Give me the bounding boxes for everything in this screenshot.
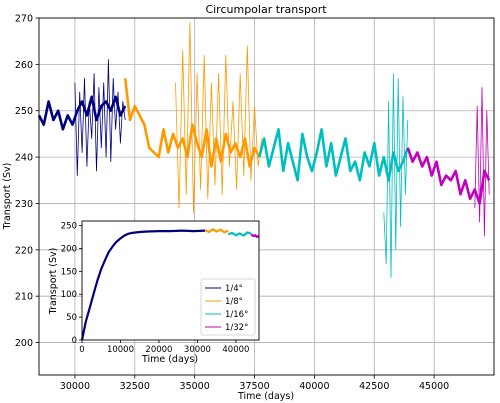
- main-series-line: [258, 128, 410, 182]
- main-series-line: [383, 73, 409, 279]
- main-y-tick-label: 250: [15, 106, 33, 117]
- inset-y-tick-label: 200: [61, 244, 77, 254]
- inset-x-tick-label: 10000: [107, 345, 134, 355]
- main-y-tick-label: 260: [15, 60, 33, 71]
- inset-series-line: [204, 228, 229, 234]
- main-y-axis-label: Transport (Sv): [2, 163, 13, 231]
- inset-y-axis: 0 50 100 150 200 250: [61, 222, 82, 346]
- main-series: [37, 22, 491, 279]
- inset-y-tick-label: 0: [72, 336, 77, 346]
- inset-x-tick-label: 30000: [184, 345, 211, 355]
- inset-series-line: [250, 233, 260, 239]
- main-y-tick-label: 220: [15, 245, 33, 256]
- main-x-axis: 30000 32500 35000 37500 40000 42500 45000: [60, 375, 449, 392]
- legend-label: 1/4°: [225, 284, 243, 294]
- inset-x-axis-label: Time (days): [141, 354, 198, 365]
- inset-x-tick-label: 0: [79, 345, 84, 355]
- main-y-tick-label: 210: [15, 292, 33, 303]
- inset-y-tick-label: 150: [61, 267, 77, 277]
- inset-y-tick-label: 250: [61, 222, 77, 232]
- legend-label: 1/8°: [225, 297, 243, 307]
- main-y-axis: 200 210 220 230 240 250 260 270: [15, 14, 39, 349]
- main-series-line: [175, 22, 263, 214]
- main-x-tick-label: 45000: [419, 381, 449, 392]
- main-x-tick-label: 40000: [299, 381, 329, 392]
- main-series-line: [74, 59, 126, 177]
- inset-series-line: [80, 229, 206, 341]
- inset-x-tick-label: 40000: [222, 345, 249, 355]
- inset-y-tick-label: 50: [66, 313, 77, 323]
- inset-plot-frame: [81, 220, 260, 341]
- inset-plot: 0 10000 20000 30000 40000 0 50 100 150 200 250 Ti…: [48, 220, 260, 365]
- main-y-tick-label: 240: [15, 153, 33, 164]
- legend: 1/4° 1/8° 1/16° 1/32°: [200, 278, 256, 336]
- main-x-tick-label: 42500: [359, 381, 389, 392]
- main-series-line: [406, 147, 491, 205]
- main-y-tick-label: 230: [15, 199, 33, 210]
- main-x-tick-label: 37500: [239, 381, 269, 392]
- main-y-tick-label: 270: [15, 14, 33, 25]
- legend-box: [200, 278, 256, 336]
- main-series-line: [37, 95, 127, 131]
- main-series-line: [123, 78, 261, 168]
- inset-y-tick-label: 100: [61, 290, 77, 300]
- inset-series-line: [227, 231, 252, 237]
- inset-x-tick-label: 20000: [145, 345, 172, 355]
- legend-label: 1/16°: [225, 310, 248, 320]
- main-x-axis-label: Time (days): [237, 391, 294, 402]
- main-plot-frame: [38, 17, 495, 376]
- inset-y-axis-label: Transport (Sv): [48, 248, 59, 316]
- main-y-tick-label: 200: [15, 338, 33, 349]
- main-title: Circumpolar transport: [205, 3, 327, 16]
- inset-x-axis: 0 10000 20000 30000 40000: [79, 340, 249, 355]
- legend-label: 1/32°: [225, 323, 248, 333]
- main-x-tick-label: 30000: [60, 381, 90, 392]
- inset-series: [80, 228, 260, 341]
- main-series-line: [474, 87, 490, 237]
- main-x-tick-label: 35000: [180, 381, 210, 392]
- main-x-tick-label: 32500: [120, 381, 150, 392]
